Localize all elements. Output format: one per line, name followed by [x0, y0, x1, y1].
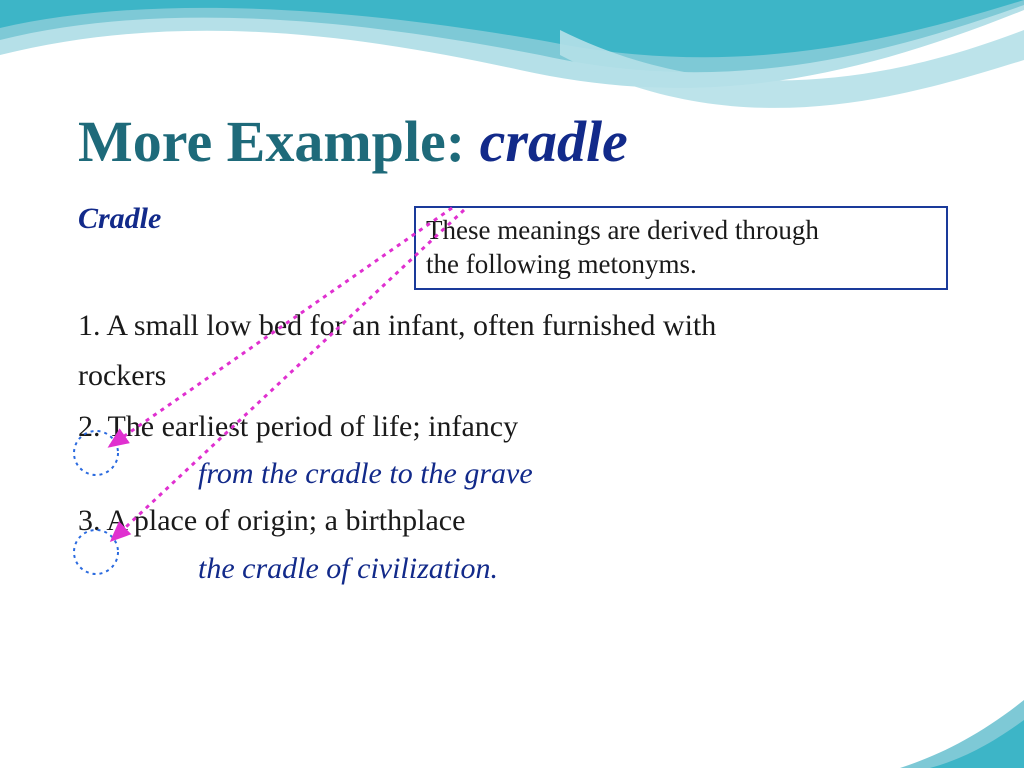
slide: More Example: cradle Cradle 1. A small l… — [0, 0, 1024, 768]
definition-example: from the cradle to the grave — [78, 457, 958, 491]
title-part-a: More Example: — [78, 109, 480, 174]
definition-text: The earliest period of life; infancy — [107, 410, 518, 443]
definition-number: 3. — [78, 504, 101, 537]
definition-item: 3. A place of origin; a birthplace — [78, 501, 958, 542]
definition-text: A place of origin; a birthplace — [106, 504, 465, 537]
definition-number: 2. — [78, 410, 101, 443]
definition-example: the cradle of civilization. — [78, 552, 958, 586]
callout-box: These meanings are derived through the f… — [414, 206, 948, 290]
slide-title: More Example: cradle — [78, 110, 958, 174]
callout-line: the following metonyms. — [426, 249, 697, 279]
definition-number: 1. — [78, 309, 106, 342]
definition-item: 1. A small low bed for an infant, often … — [78, 306, 958, 347]
definition-item: 2. The earliest period of life; infancy — [78, 407, 958, 448]
definition-continuation: rockers — [78, 356, 958, 397]
definition-list: 1. A small low bed for an infant, often … — [78, 306, 958, 586]
title-part-b: cradle — [480, 109, 628, 174]
slide-content: More Example: cradle Cradle 1. A small l… — [78, 110, 958, 596]
callout-line: These meanings are derived through — [426, 215, 819, 245]
definition-text: A small low bed for an infant, often fur… — [106, 309, 716, 342]
